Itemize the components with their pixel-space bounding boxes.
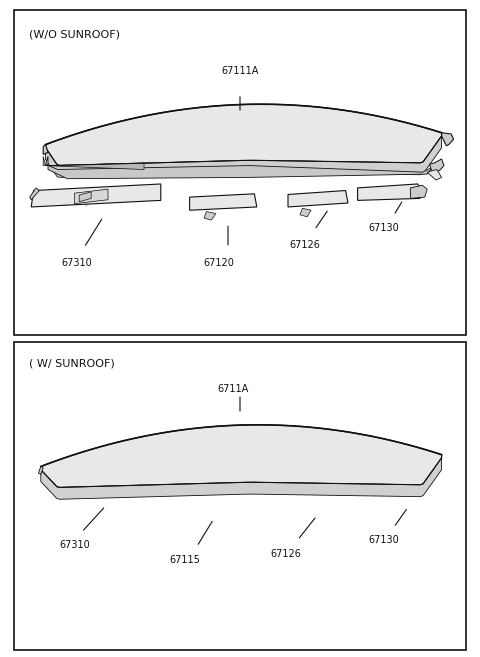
Polygon shape [300,208,311,217]
Text: 67120: 67120 [203,258,234,267]
Polygon shape [30,188,39,200]
Polygon shape [358,184,422,200]
Polygon shape [46,104,442,166]
Text: (W/O SUNROOF): (W/O SUNROOF) [29,30,120,39]
Text: 67130: 67130 [369,535,399,545]
Text: ( W/ SUNROOF): ( W/ SUNROOF) [29,358,115,368]
Polygon shape [43,145,48,154]
Polygon shape [38,466,43,474]
Polygon shape [442,133,454,146]
Polygon shape [427,170,442,180]
Text: 67310: 67310 [61,258,92,267]
Polygon shape [41,425,442,487]
Text: 67130: 67130 [369,223,399,233]
Polygon shape [74,189,108,204]
FancyBboxPatch shape [14,10,466,335]
Text: 6711A: 6711A [217,384,249,394]
FancyBboxPatch shape [14,342,466,650]
Polygon shape [31,184,161,207]
Text: 67111A: 67111A [221,66,259,76]
Polygon shape [41,458,442,499]
Polygon shape [410,185,427,198]
Text: 67310: 67310 [59,540,90,550]
Polygon shape [79,192,91,202]
Polygon shape [190,194,257,210]
Polygon shape [46,156,432,179]
Text: 67126: 67126 [270,549,301,558]
Polygon shape [46,136,442,177]
Polygon shape [430,159,444,172]
Text: 67115: 67115 [169,555,200,565]
Text: 67126: 67126 [289,240,320,250]
Polygon shape [43,156,144,170]
Polygon shape [204,212,216,220]
Polygon shape [288,191,348,207]
